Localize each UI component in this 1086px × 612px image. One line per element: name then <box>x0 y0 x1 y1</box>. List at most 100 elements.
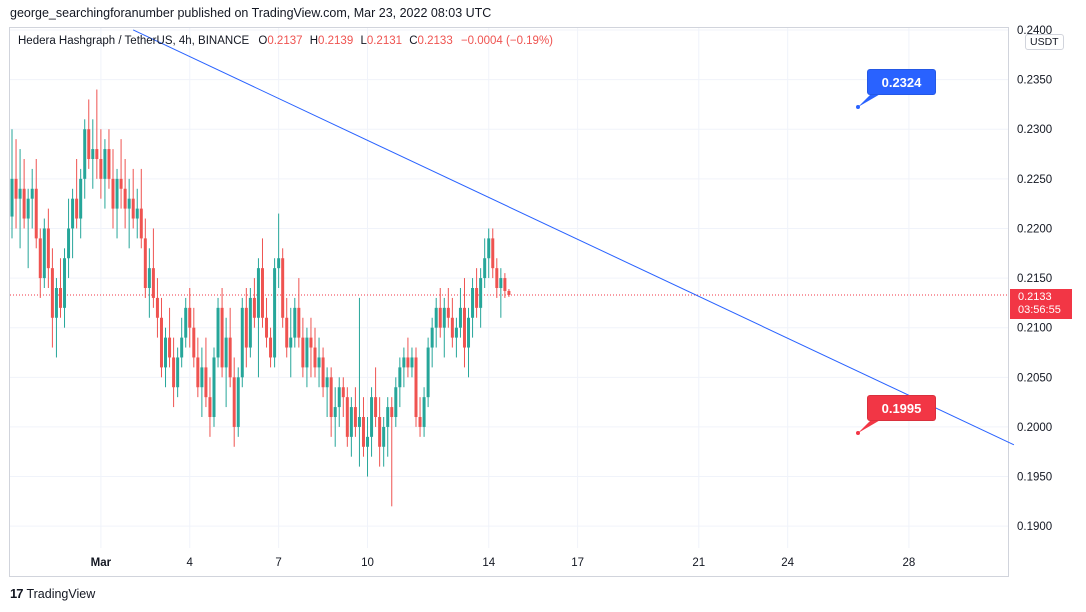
candle-body <box>499 278 503 288</box>
chart-legend: Hedera Hashgraph / TetherUS, 4h, BINANCE… <box>18 35 553 47</box>
candle-body <box>450 317 454 338</box>
candle-body <box>180 337 184 358</box>
candle-body <box>172 357 176 388</box>
price-tick-label: 0.2200 <box>1017 223 1052 235</box>
candle-body <box>67 228 71 259</box>
open-label: O <box>258 35 268 47</box>
candle-body <box>390 407 394 418</box>
candle-body <box>151 268 155 298</box>
candle-body <box>361 417 365 447</box>
last-price-value: 0.2133 <box>1018 291 1052 303</box>
currency-button[interactable]: USDT <box>1025 34 1064 50</box>
bar-countdown: 03:56:55 <box>1018 304 1061 316</box>
candle-body <box>216 307 220 358</box>
candle-body <box>281 258 285 318</box>
ohlc-close: C0.2133 <box>409 35 456 47</box>
candle-body <box>321 357 325 388</box>
candle-body <box>442 307 446 328</box>
candle-body <box>398 367 402 388</box>
callout-anchor-dot <box>856 105 860 109</box>
price-tick-label: 0.1950 <box>1017 472 1052 484</box>
candle-body <box>353 407 357 427</box>
candle-body <box>63 258 67 308</box>
candle-body <box>277 258 281 269</box>
candle-body <box>123 188 127 209</box>
candle-body <box>285 317 289 348</box>
candle-body <box>50 268 54 318</box>
candle-body <box>301 337 305 368</box>
candle-body <box>252 297 256 318</box>
candle-body <box>317 357 321 368</box>
candle-body <box>228 337 232 378</box>
candle-body <box>139 208 143 239</box>
candle-body <box>337 387 341 408</box>
price-tick-label: 0.2000 <box>1017 422 1052 434</box>
price-tick-label: 0.1900 <box>1017 521 1052 533</box>
ohlc-open: O0.2137 <box>258 35 305 47</box>
candle-body <box>71 198 75 229</box>
candle-body <box>357 417 361 427</box>
candle-body <box>418 417 422 427</box>
candle-body <box>345 397 349 437</box>
price-callout-lower[interactable]: 0.1995 <box>867 395 936 421</box>
candle-body <box>507 290 511 295</box>
callout-pointer <box>858 419 882 433</box>
candle-body <box>454 327 458 338</box>
price-change: −0.0004 (−0.19%) <box>460 35 554 47</box>
ohlc-high: H0.2139 <box>310 35 357 47</box>
candle-body <box>325 377 329 388</box>
candle-body <box>147 268 151 288</box>
candle-body <box>184 307 188 338</box>
candle-body <box>26 198 30 219</box>
candle-body <box>34 188 38 239</box>
ohlc-low: L0.2131 <box>360 35 405 47</box>
candle-body <box>483 258 487 279</box>
candle-body <box>349 407 353 437</box>
callout-pointer <box>858 93 882 107</box>
callout-anchor-dot <box>856 431 860 435</box>
candle-body <box>414 357 418 418</box>
candle-body <box>75 198 79 219</box>
candle-body <box>244 307 248 348</box>
candle-body <box>240 307 244 378</box>
price-tick-label: 0.2350 <box>1017 75 1052 87</box>
close-label: C <box>409 35 418 47</box>
time-tick-label: Mar <box>91 557 112 569</box>
high-value: 0.2139 <box>318 35 354 47</box>
candle-body <box>309 337 313 348</box>
tradingview-wordmark: TradingView <box>26 586 96 601</box>
candle-body <box>333 407 337 418</box>
candle-body <box>491 238 495 269</box>
price-callout-upper[interactable]: 0.2324 <box>867 69 936 95</box>
candle-body <box>434 307 438 328</box>
open-value: 0.2137 <box>267 35 303 47</box>
candle-body <box>107 149 111 179</box>
callout-anchors <box>856 93 882 435</box>
candle-body <box>370 397 374 437</box>
candle-body <box>155 297 159 318</box>
publisher-line: george_searchingforanumber published on … <box>10 6 492 20</box>
candle-body <box>471 288 475 318</box>
candle-body <box>305 337 309 368</box>
candle-body <box>402 357 406 368</box>
candle-body <box>487 238 491 259</box>
candle-body <box>176 357 180 388</box>
candle-body <box>341 387 345 398</box>
candle-body <box>87 129 91 159</box>
candle-body <box>382 426 386 447</box>
candle-body <box>467 317 471 348</box>
time-tick-label: 10 <box>361 557 374 569</box>
candle-body <box>479 278 483 308</box>
symbol-title: Hedera Hashgraph / TetherUS, 4h, BINANCE <box>18 35 250 47</box>
time-tick-label: 24 <box>781 557 794 569</box>
footer-brand[interactable]: 17 TradingView <box>10 586 95 601</box>
candle-body <box>18 188 22 199</box>
price-tick-label: 0.2050 <box>1017 372 1052 384</box>
price-tick-label: 0.2100 <box>1017 323 1052 335</box>
close-value: 0.2133 <box>417 35 453 47</box>
candle-body <box>430 327 434 348</box>
candle-body <box>220 307 224 368</box>
candle-body <box>313 347 317 368</box>
high-label: H <box>309 35 319 47</box>
